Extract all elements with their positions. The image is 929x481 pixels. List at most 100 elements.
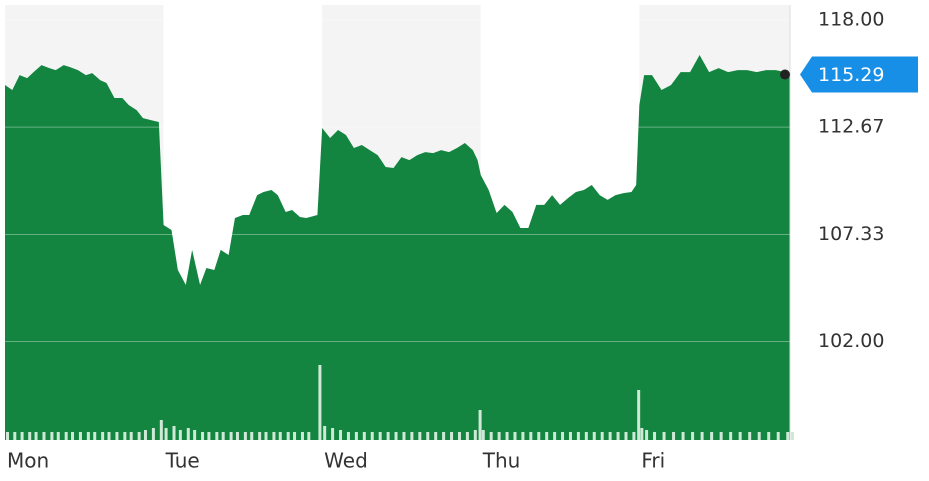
volume-bar xyxy=(576,432,580,440)
volume-bar xyxy=(201,432,205,440)
volume-bar xyxy=(386,432,390,440)
volume-bar xyxy=(207,432,211,440)
volume-bar xyxy=(258,432,262,440)
volume-bar xyxy=(513,432,517,440)
volume-bar xyxy=(465,432,469,440)
volume-bar xyxy=(402,432,406,440)
x-tick-label: Mon xyxy=(7,449,49,473)
y-tick-label: 118.00 xyxy=(818,9,884,31)
volume-bar xyxy=(186,428,190,440)
volume-bar xyxy=(729,432,733,440)
volume-bar xyxy=(505,432,509,440)
volume-bar xyxy=(331,428,335,440)
volume-bar xyxy=(159,420,163,440)
price-callout-label: 115.29 xyxy=(818,64,884,86)
volume-bar xyxy=(250,432,254,440)
volume-bar xyxy=(710,432,714,440)
volume-bar xyxy=(568,432,572,440)
volume-bar xyxy=(489,432,493,440)
volume-bar xyxy=(608,432,612,440)
volume-bar xyxy=(243,432,247,440)
x-tick-label: Wed xyxy=(324,449,368,473)
volume-bar xyxy=(235,432,239,440)
volume-bar xyxy=(791,432,794,440)
volume-bar xyxy=(473,430,477,440)
volume-bar xyxy=(592,432,596,440)
x-tick-label: Fri xyxy=(641,449,665,473)
volume-bar xyxy=(632,432,636,440)
volume-bar xyxy=(278,432,282,440)
volume-bar xyxy=(637,390,641,440)
volume-bar xyxy=(418,432,422,440)
volume-bar xyxy=(521,432,525,440)
volume-bar xyxy=(624,432,628,440)
y-tick-label: 102.00 xyxy=(818,330,884,352)
volume-bar xyxy=(434,432,438,440)
volume-bar xyxy=(757,432,761,440)
volume-bar xyxy=(600,432,604,440)
volume-bar xyxy=(426,432,430,440)
volume-bar xyxy=(93,432,97,440)
x-tick-label: Tue xyxy=(165,449,200,473)
volume-bar xyxy=(786,432,790,440)
volume-bar xyxy=(497,432,501,440)
volume-bar xyxy=(272,432,276,440)
y-tick-label: 112.67 xyxy=(818,116,884,138)
volume-bar xyxy=(561,432,565,440)
volume-bar xyxy=(221,432,225,440)
volume-bar xyxy=(323,426,327,440)
volume-bar xyxy=(71,432,75,440)
volume-bar xyxy=(681,432,685,440)
volume-bar xyxy=(719,432,723,440)
price-callout xyxy=(800,56,918,93)
price-area xyxy=(5,55,790,440)
volume-bar xyxy=(129,432,133,440)
volume-bar xyxy=(293,432,297,440)
volume-bar xyxy=(450,432,454,440)
y-tick-label: 107.33 xyxy=(818,223,884,245)
volume-bar xyxy=(172,426,176,440)
volume-bar xyxy=(394,432,398,440)
volume-bar xyxy=(442,432,446,440)
volume-bar xyxy=(370,432,374,440)
volume-bar xyxy=(78,432,82,440)
volume-bar xyxy=(86,432,90,440)
volume-bar xyxy=(300,432,304,440)
volume-bar xyxy=(700,432,704,440)
volume-bar xyxy=(748,432,752,440)
volume-bar xyxy=(616,432,620,440)
volume-bar xyxy=(640,428,644,440)
volume-bar xyxy=(107,432,111,440)
volume-bar xyxy=(354,432,358,440)
volume-bar xyxy=(64,432,68,440)
volume-bar xyxy=(738,432,742,440)
volume-bar xyxy=(672,432,676,440)
volume-bar xyxy=(767,432,771,440)
volume-bar xyxy=(101,432,105,440)
volume-bar xyxy=(229,432,233,440)
volume-bar xyxy=(137,432,141,440)
volume-bar xyxy=(378,432,382,440)
volume-bar xyxy=(34,432,38,440)
volume-bar xyxy=(339,430,343,440)
volume-bar xyxy=(691,432,695,440)
volume-bar xyxy=(307,432,311,440)
volume-bar xyxy=(481,430,485,440)
volume-bar xyxy=(20,432,24,440)
volume-bar xyxy=(264,432,268,440)
volume-bar xyxy=(13,432,17,440)
volume-bar xyxy=(115,432,119,440)
volume-bar xyxy=(529,432,533,440)
volume-bar xyxy=(178,430,182,440)
volume-bar xyxy=(410,432,414,440)
volume-bar xyxy=(143,430,147,440)
x-tick-label: Thu xyxy=(482,449,521,473)
volume-bar xyxy=(6,432,9,440)
volume-bar xyxy=(318,365,322,440)
volume-bar xyxy=(164,428,168,440)
volume-bar xyxy=(478,410,482,440)
volume-bar xyxy=(42,432,46,440)
volume-bar xyxy=(50,432,54,440)
volume-bar xyxy=(362,432,366,440)
